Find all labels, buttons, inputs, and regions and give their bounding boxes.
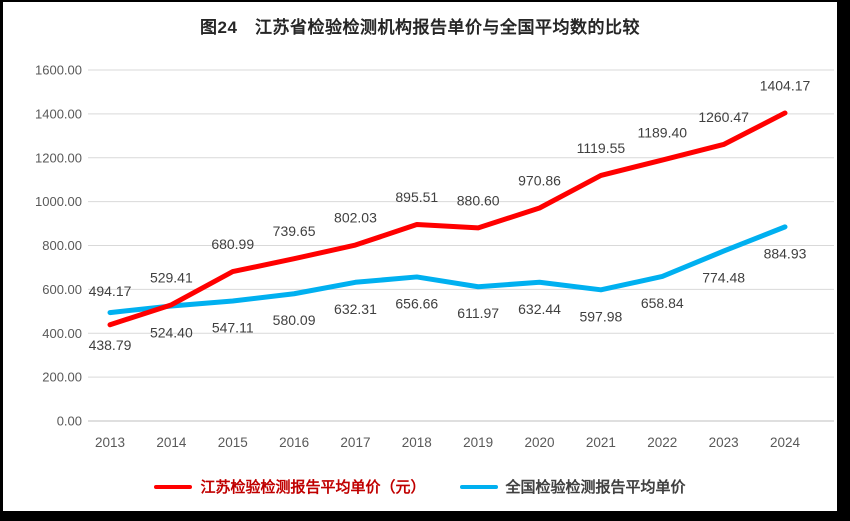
data-label: 895.51 [395, 189, 438, 205]
x-tick-label: 2014 [156, 435, 187, 450]
x-tick-label: 2022 [647, 435, 677, 450]
y-tick-label: 800.00 [42, 238, 82, 253]
data-label: 1260.47 [698, 109, 749, 125]
data-label: 656.66 [395, 295, 438, 311]
data-label: 632.31 [334, 301, 377, 317]
y-tick-label: 1200.00 [35, 150, 82, 165]
chart-title: 图24 江苏省检验检测机构报告单价与全国平均数的比较 [200, 18, 640, 37]
data-label: 547.11 [212, 319, 254, 335]
y-tick-label: 1000.00 [35, 194, 82, 209]
series-line [107, 110, 788, 328]
legend-item: 江苏检验检测报告平均单价（元） [154, 476, 426, 497]
x-tick-label: 2023 [709, 435, 739, 450]
data-label: 802.03 [334, 210, 377, 226]
data-label: 524.40 [150, 324, 193, 340]
series-line [107, 224, 788, 316]
data-label: 658.84 [641, 295, 684, 311]
data-label: 611.97 [457, 305, 499, 321]
x-tick-label: 2024 [770, 435, 801, 450]
legend-label: 江苏检验检测报告平均单价（元） [200, 479, 426, 496]
x-tick-label: 2013 [95, 435, 125, 450]
y-tick-label: 1400.00 [35, 106, 82, 121]
x-tick-label: 2018 [402, 435, 432, 450]
legend-label: 全国检验检测报告平均单价 [505, 479, 686, 496]
x-tick-label: 2020 [525, 435, 555, 450]
legend-line-swatch [459, 484, 498, 489]
data-label: 880.60 [457, 192, 500, 208]
line-chart-plot: 0.00 200.00 400.00 600.00 800.00 1000.00 1200.… [35, 63, 834, 450]
data-label: 580.09 [273, 312, 316, 328]
data-label: 494.17 [89, 283, 132, 299]
data-label: 438.79 [89, 337, 132, 353]
data-label: 884.93 [764, 245, 807, 261]
data-label: 774.48 [702, 270, 745, 286]
y-tick-label: 0.00 [57, 414, 82, 429]
data-label: 970.86 [518, 173, 561, 189]
x-tick-label: 2016 [279, 435, 309, 450]
data-label: 597.98 [579, 308, 622, 324]
legend-item: 全国检验检测报告平均单价 [459, 476, 686, 497]
data-label: 680.99 [211, 236, 254, 252]
legend-line-swatch [154, 484, 193, 489]
legend: 江苏检验检测报告平均单价（元） 全国检验检测报告平均单价 [3, 476, 837, 497]
data-label: 529.41 [150, 269, 193, 285]
data-label: 1119.55 [577, 140, 626, 156]
data-label: 739.65 [273, 223, 316, 239]
data-label: 1404.17 [760, 77, 811, 93]
data-label: 632.44 [518, 301, 561, 317]
x-tick-label: 2021 [586, 435, 616, 450]
y-tick-label: 1600.00 [35, 63, 82, 78]
x-tick-label: 2017 [340, 435, 370, 450]
y-tick-label: 200.00 [42, 370, 82, 385]
y-tick-label: 400.00 [42, 326, 82, 341]
y-tick-label: 600.00 [42, 282, 82, 297]
x-tick-label: 2015 [218, 435, 248, 450]
x-tick-label: 2019 [463, 435, 493, 450]
data-label: 1189.40 [637, 125, 687, 141]
